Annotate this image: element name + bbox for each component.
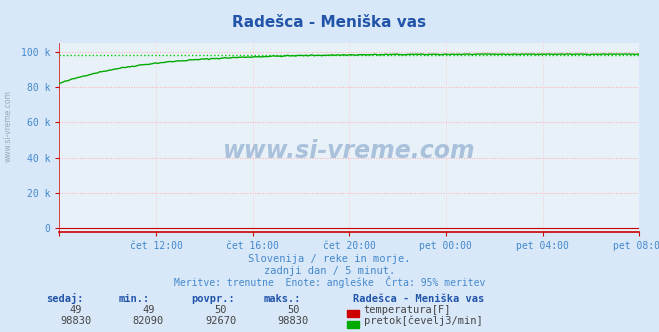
Text: 50: 50 xyxy=(287,305,299,315)
Text: povpr.:: povpr.: xyxy=(191,294,235,304)
Text: maks.:: maks.: xyxy=(264,294,301,304)
Text: temperatura[F]: temperatura[F] xyxy=(364,305,451,315)
Text: zadnji dan / 5 minut.: zadnji dan / 5 minut. xyxy=(264,266,395,276)
Text: 92670: 92670 xyxy=(205,316,237,326)
Text: Slovenija / reke in morje.: Slovenija / reke in morje. xyxy=(248,254,411,264)
Text: sedaj:: sedaj: xyxy=(46,293,84,304)
Text: 49: 49 xyxy=(142,305,154,315)
Text: 98830: 98830 xyxy=(277,316,309,326)
Text: min.:: min.: xyxy=(119,294,150,304)
Text: pretok[čevelj3/min]: pretok[čevelj3/min] xyxy=(364,315,482,326)
Text: Meritve: trenutne  Enote: angleške  Črta: 95% meritev: Meritve: trenutne Enote: angleške Črta: … xyxy=(174,276,485,288)
Text: www.si-vreme.com: www.si-vreme.com xyxy=(3,90,13,162)
Text: 82090: 82090 xyxy=(132,316,164,326)
Text: Radešca - Meniška vas: Radešca - Meniška vas xyxy=(353,294,484,304)
Text: 49: 49 xyxy=(70,305,82,315)
Text: www.si-vreme.com: www.si-vreme.com xyxy=(223,139,476,163)
Text: Radešca - Meniška vas: Radešca - Meniška vas xyxy=(233,15,426,30)
Text: 98830: 98830 xyxy=(60,316,92,326)
Text: 50: 50 xyxy=(215,305,227,315)
